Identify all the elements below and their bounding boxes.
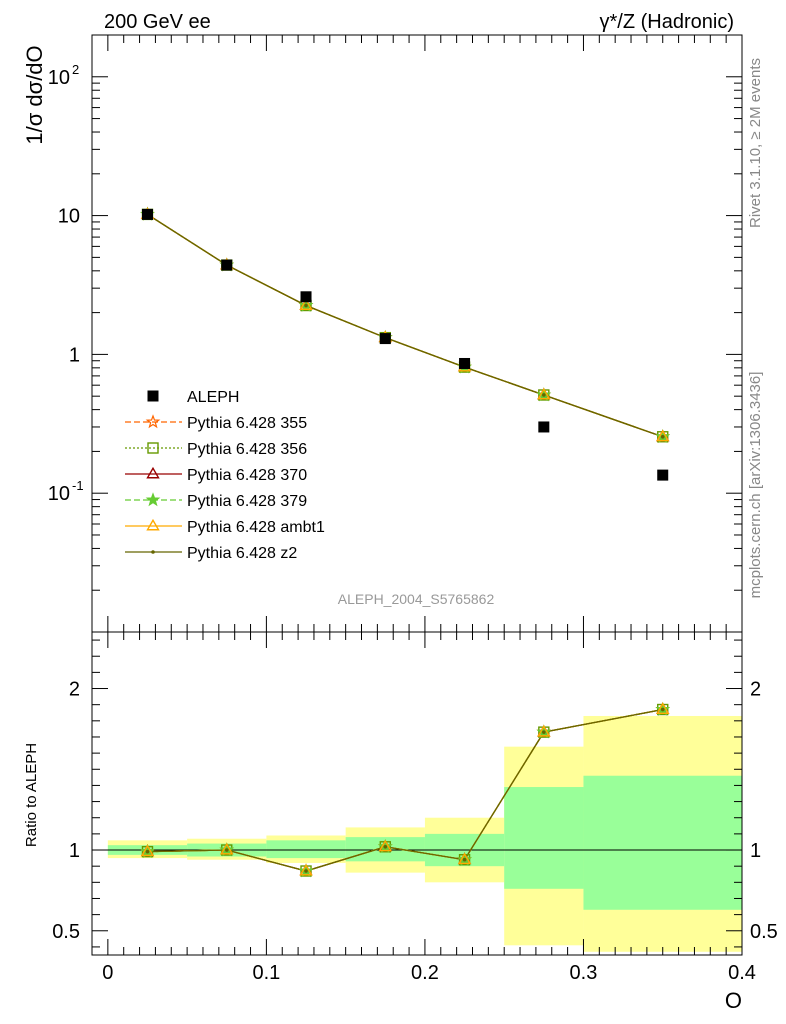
- ratio-point: [537, 724, 551, 737]
- mc-point: [542, 393, 546, 397]
- y-tick-label: 1: [69, 344, 80, 366]
- legend-label: Pythia 6.428 z2: [187, 545, 297, 562]
- legend-marker: [145, 492, 161, 507]
- ratio-point: [299, 863, 313, 876]
- ratio-y-tick-label-left: 1: [69, 840, 80, 862]
- data-point: [300, 291, 312, 303]
- legend-label: ALEPH: [187, 389, 239, 406]
- legend-label: Pythia 6.428 370: [187, 467, 307, 484]
- legend-marker: [146, 518, 160, 531]
- y-tick-label-exponent: -1: [72, 478, 84, 493]
- ratio-point: [457, 852, 472, 865]
- main-y-axis-label: 1/σ dσ/dO: [22, 45, 47, 144]
- ratio-y-tick-label-left: 2: [69, 679, 80, 701]
- y-tick-label: 10: [48, 483, 70, 505]
- main-plot-frame: [91, 34, 743, 633]
- legend-label: Pythia 6.428 355: [187, 415, 307, 432]
- data-point: [379, 333, 391, 345]
- mc-point: [537, 387, 551, 400]
- rivet-version-text: Rivet 3.1.10, ≥ 2M events: [747, 58, 764, 228]
- ratio-point: [145, 849, 150, 854]
- mc-point: [656, 429, 670, 442]
- ratio-y-tick-label-right: 1: [750, 840, 761, 862]
- y-tick-label: 10: [48, 67, 70, 89]
- mcplots-reference-text: mcplots.cern.ch [arXiv:1306.3436]: [747, 372, 764, 599]
- x-tick-label: 0.4: [728, 962, 756, 984]
- stat-uncertainty-band: [266, 840, 346, 859]
- ratio-point: [660, 707, 665, 712]
- x-tick-label: 0: [102, 962, 113, 984]
- legend: ALEPH Pythia 6.428 355 Pythia 6.428 356 Pyt…: [125, 389, 325, 562]
- data-point: [221, 259, 233, 271]
- ratio-ticks: 0.5 0.5 1 1 2 2 0 0.1 0.2 0.3 0.4: [52, 632, 778, 984]
- data-point: [538, 421, 550, 433]
- ratio-point: [542, 730, 546, 734]
- y-tick-label: 10: [58, 206, 80, 228]
- legend-label: Pythia 6.428 356: [187, 441, 307, 458]
- ratio-y-tick-label-left: 0.5: [52, 921, 80, 943]
- ratio-point: [383, 844, 388, 849]
- data-point: [141, 208, 153, 220]
- ratio-y-tick-label-right: 0.5: [750, 921, 778, 943]
- ratio-y-axis-label: Ratio to ALEPH: [23, 743, 40, 847]
- mc-point: [660, 434, 665, 439]
- ratio-panel: 0.5 0.5 1 1 2 2 0 0.1 0.2 0.3 0.4 Ratio to ALEPH O: [23, 631, 778, 1013]
- ratio-plot-frame: [91, 631, 743, 956]
- mc-point: [299, 298, 313, 310]
- legend-marker: [146, 466, 160, 479]
- legend-marker: [151, 550, 155, 554]
- ratio-point: [378, 839, 393, 852]
- x-tick-label: 0.2: [411, 962, 439, 984]
- x-tick-label: 0.3: [570, 962, 598, 984]
- ratio-point: [220, 842, 234, 855]
- ratio-content: [92, 701, 742, 952]
- header-left: 200 GeV ee: [104, 11, 211, 33]
- y-tick-label-exponent: 2: [72, 62, 79, 77]
- legend-label: Pythia 6.428 379: [187, 493, 307, 510]
- mc-point: [304, 303, 308, 308]
- data-point: [459, 357, 471, 369]
- ratio-point: [224, 848, 229, 852]
- ratio-y-tick-label-right: 2: [750, 679, 761, 701]
- x-tick-label: 0.1: [252, 962, 280, 984]
- main-markers: [140, 206, 671, 481]
- data-point: [657, 469, 669, 481]
- ratio-point: [140, 844, 155, 857]
- legend-marker: [147, 442, 159, 454]
- ratio-point: [462, 857, 467, 862]
- ratio-point: [304, 869, 308, 873]
- stat-uncertainty-band: [583, 775, 742, 910]
- legend-label: Pythia 6.428 ambt1: [187, 519, 325, 536]
- legend-marker: [145, 414, 161, 429]
- ratio-point: [656, 702, 670, 714]
- legend-marker: [147, 390, 159, 402]
- x-axis-label: O: [725, 988, 742, 1013]
- stat-uncertainty-band: [504, 787, 584, 889]
- header-right: γ*/Z (Hadronic): [600, 11, 734, 33]
- analysis-label: ALEPH_2004_S5765862: [338, 591, 495, 607]
